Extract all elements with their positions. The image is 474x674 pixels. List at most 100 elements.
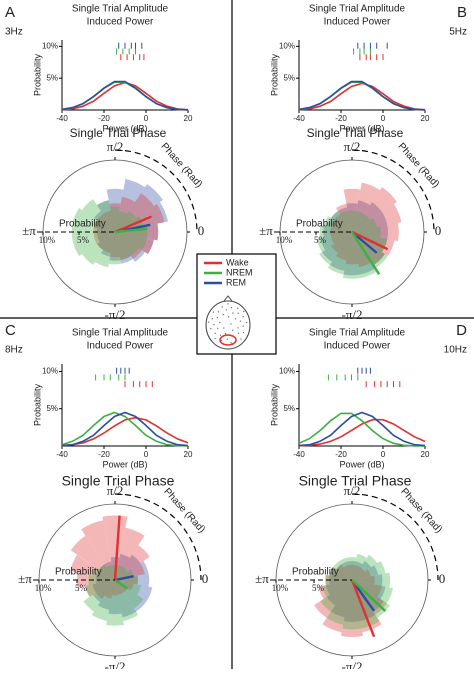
electrode: [213, 311, 214, 312]
theta-tick-label: π/2: [107, 483, 124, 498]
y-axis-label: Probability: [32, 383, 42, 426]
theta-tick-label: -π/2: [104, 307, 125, 322]
density-line: [299, 82, 425, 110]
density-line: [299, 82, 425, 110]
electrode: [235, 318, 236, 319]
radial-tick-label: 5%: [75, 583, 88, 593]
electrode: [231, 307, 232, 308]
theta-tick-label: -π/2: [104, 659, 125, 669]
frequency-label: 8Hz: [5, 345, 23, 356]
x-axis-label: Power (dB): [102, 459, 147, 469]
theta-axis-label: Phase (Rad): [161, 486, 207, 535]
electrode: [214, 338, 215, 339]
electrode: [227, 303, 228, 304]
radial-tick-label: 10%: [35, 583, 52, 593]
electrode: [217, 328, 218, 329]
x-tick-label: -40: [293, 114, 305, 123]
y-axis-label: Probability: [32, 53, 42, 96]
y-tick-label: 5%: [46, 404, 58, 413]
title: Single Trial Amplitude: [72, 4, 169, 15]
theta-tick-label: -π/2: [341, 659, 362, 669]
density-line: [62, 82, 188, 110]
electrode: [223, 314, 224, 315]
y-tick-label: 10%: [42, 41, 58, 50]
theta-tick-label: π/2: [344, 139, 361, 154]
electrode: [231, 335, 232, 336]
subtitle: Induced Power: [87, 17, 154, 28]
electrode: [238, 333, 239, 334]
radial-axis-label: Probability: [55, 567, 102, 578]
x-tick-label: 0: [144, 114, 149, 123]
electrode: [223, 327, 224, 328]
y-tick-label: 5%: [283, 404, 295, 413]
theta-tick-label: π/2: [107, 139, 124, 154]
electrode: [235, 338, 236, 339]
y-tick-label: 10%: [279, 41, 295, 50]
electrode: [226, 309, 227, 310]
density-line: [62, 82, 188, 110]
theta-tick-label: ±π: [18, 571, 32, 586]
title: Single Trial Amplitude: [309, 328, 406, 339]
electrode: [246, 322, 247, 323]
x-axis-label: Power (dB): [339, 459, 384, 469]
x-tick-label: 20: [184, 114, 193, 123]
subtitle: Induced Power: [87, 341, 154, 352]
panel-letter: B: [457, 4, 467, 21]
y-tick-label: 10%: [279, 367, 295, 376]
x-tick-label: 20: [421, 450, 430, 459]
electrode: [217, 317, 218, 318]
electrode: [221, 306, 222, 307]
frequency-label: 5Hz: [449, 27, 467, 38]
electrode: [228, 316, 229, 317]
theta-tick-label: ±π: [259, 223, 273, 238]
electrode: [237, 307, 238, 308]
theta-tick-label: π/2: [344, 483, 361, 498]
density-line: [62, 413, 188, 446]
theta-tick-label: 0: [202, 571, 209, 586]
electrode: [212, 318, 213, 319]
radial-axis-label: Probability: [292, 567, 339, 578]
title: Single Trial Amplitude: [72, 328, 169, 339]
panel-letter: D: [456, 322, 467, 339]
electrode: [240, 338, 241, 339]
electrode: [225, 333, 226, 334]
y-tick-label: 5%: [46, 73, 58, 82]
electrode: [230, 342, 231, 343]
x-tick-label: -40: [293, 450, 305, 459]
electrode: [243, 332, 244, 333]
head: [206, 301, 250, 349]
y-tick-label: 10%: [42, 367, 58, 376]
panel-letter: A: [5, 4, 15, 21]
electrode: [221, 340, 222, 341]
density-line: [62, 83, 188, 110]
legend-label: NREM: [226, 267, 253, 277]
frequency-label: 10Hz: [444, 345, 467, 356]
x-tick-label: -20: [335, 450, 347, 459]
electrode: [242, 316, 243, 317]
electrode: [210, 328, 211, 329]
x-tick-label: -40: [56, 450, 68, 459]
x-tick-label: 0: [381, 114, 386, 123]
y-axis-label: Probability: [269, 53, 279, 96]
density-line: [299, 413, 425, 446]
x-tick-label: -40: [56, 114, 68, 123]
theta-tick-label: -π/2: [341, 307, 362, 322]
frequency-label: 3Hz: [5, 27, 23, 38]
subtitle: Induced Power: [324, 17, 391, 28]
x-tick-label: -20: [98, 114, 110, 123]
electrode: [240, 320, 241, 321]
electrode: [214, 333, 215, 334]
theta-tick-label: ±π: [255, 571, 269, 586]
electrode: [243, 311, 244, 312]
y-tick-label: 5%: [283, 73, 295, 82]
density-line: [299, 83, 425, 109]
radial-tick-label: 5%: [312, 583, 325, 593]
density-line: [299, 413, 425, 446]
theta-tick-label: 0: [439, 571, 446, 586]
x-tick-label: 20: [421, 114, 430, 123]
electrode: [219, 322, 220, 323]
x-tick-label: 0: [144, 450, 149, 459]
electrode: [242, 325, 243, 326]
theta-axis-label: Phase (Rad): [398, 486, 444, 535]
